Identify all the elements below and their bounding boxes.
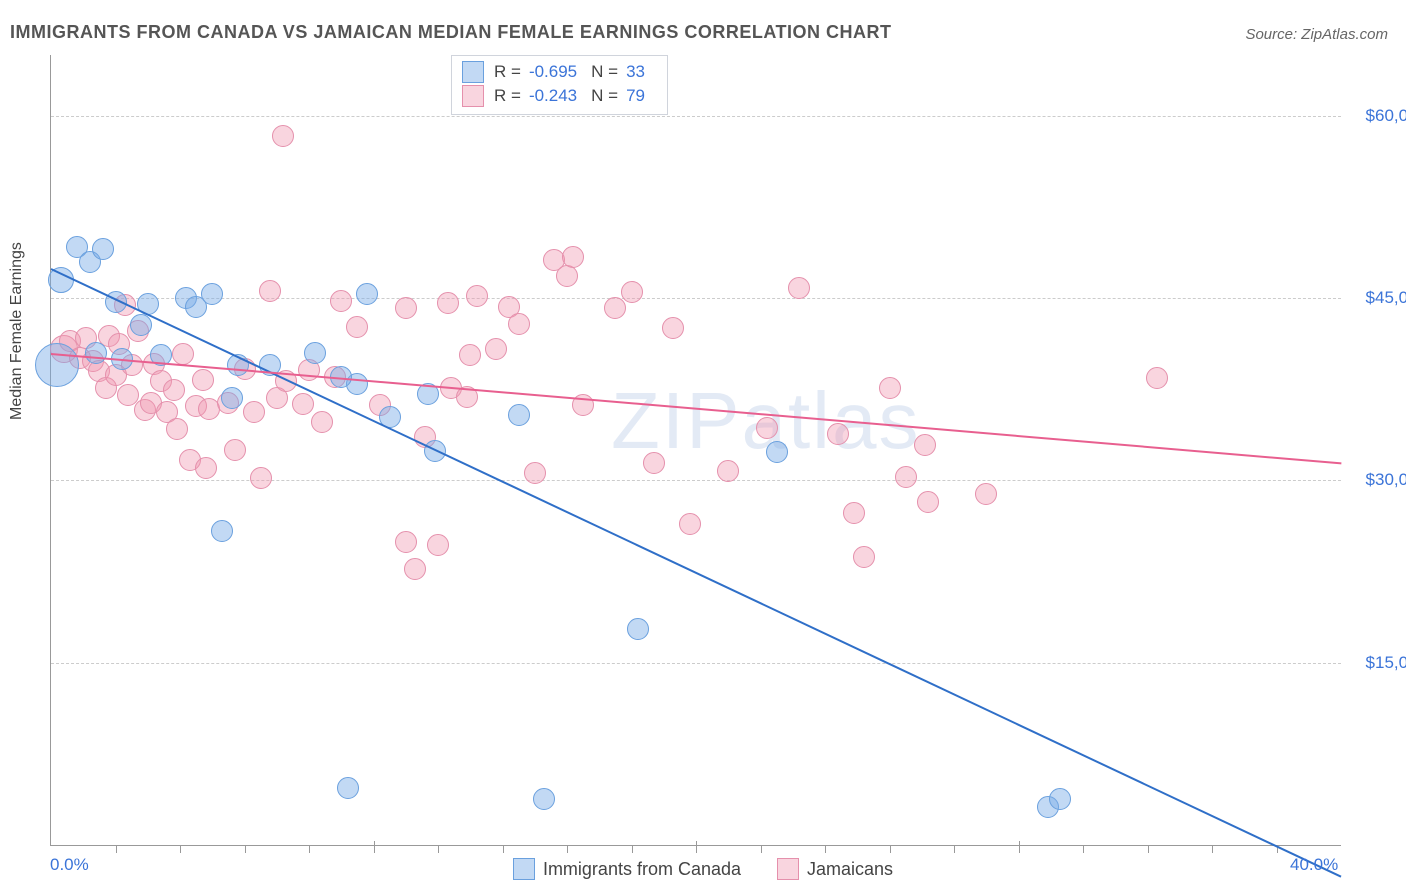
data-point [717,460,739,482]
data-point [243,401,265,423]
y-tick-label: $15,000 [1347,653,1406,673]
data-point [917,491,939,513]
x-tick-label: 0.0% [50,855,89,875]
data-point [85,342,107,364]
x-tick [1019,841,1020,853]
x-tick [503,845,504,853]
x-tick [632,845,633,853]
data-point [192,369,214,391]
data-point [311,411,333,433]
data-point [437,292,459,314]
data-point [556,265,578,287]
x-tick [180,845,181,853]
data-point [756,417,778,439]
data-point [679,513,701,535]
data-point [250,467,272,489]
data-point [130,314,152,336]
x-tick [825,845,826,853]
data-point [975,483,997,505]
x-tick [567,845,568,853]
data-point [508,313,530,335]
source-label: Source: ZipAtlas.com [1245,26,1388,43]
trend-line [51,268,1342,878]
data-point [843,502,865,524]
data-point [895,466,917,488]
plot-area: ZIPatlas R = -0.695 N = 33R = -0.243 N =… [50,55,1341,846]
y-tick-label: $60,000 [1347,106,1406,126]
grid-line [51,298,1341,299]
x-tick-label: 40.0% [1290,855,1338,875]
legend-item: Jamaicans [777,858,893,880]
y-axis-label: Median Female Earnings [8,242,26,420]
grid-line [51,480,1341,481]
data-point [621,281,643,303]
stat-row: R = -0.243 N = 79 [462,84,653,108]
data-point [404,558,426,580]
data-point [533,788,555,810]
data-point [224,439,246,461]
data-point [766,441,788,463]
y-tick-label: $45,000 [1347,288,1406,308]
data-point [259,280,281,302]
data-point [879,377,901,399]
legend: Immigrants from Canada Jamaicans [0,858,1406,892]
data-point [395,297,417,319]
x-tick [1148,845,1149,853]
y-tick-label: $30,000 [1347,470,1406,490]
x-tick [696,841,697,853]
x-tick [116,845,117,853]
data-point [395,531,417,553]
x-tick [438,845,439,853]
data-point [627,618,649,640]
x-tick [1083,845,1084,853]
chart-title: IMMIGRANTS FROM CANADA VS JAMAICAN MEDIA… [10,22,891,43]
data-point [35,343,79,387]
data-point [211,520,233,542]
x-tick [761,845,762,853]
data-point [201,283,223,305]
x-tick [954,845,955,853]
data-point [163,379,185,401]
data-point [485,338,507,360]
legend-item: Immigrants from Canada [513,858,741,880]
data-point [337,777,359,799]
data-point [459,344,481,366]
x-tick [374,841,375,853]
grid-line [51,663,1341,664]
grid-line [51,116,1341,117]
data-point [788,277,810,299]
x-tick [1212,845,1213,853]
data-point [356,283,378,305]
data-point [827,423,849,445]
data-point [466,285,488,307]
stat-row: R = -0.695 N = 33 [462,60,653,84]
data-point [643,452,665,474]
data-point [914,434,936,456]
x-tick [245,845,246,853]
data-point [346,316,368,338]
data-point [304,342,326,364]
stats-panel: R = -0.695 N = 33R = -0.243 N = 79 [451,55,668,115]
data-point [427,534,449,556]
data-point [662,317,684,339]
data-point [1049,788,1071,810]
data-point [562,246,584,268]
data-point [221,387,243,409]
data-point [92,238,114,260]
data-point [166,418,188,440]
x-tick [890,845,891,853]
data-point [292,393,314,415]
data-point [853,546,875,568]
data-point [330,290,352,312]
data-point [272,125,294,147]
data-point [195,457,217,479]
data-point [524,462,546,484]
data-point [1146,367,1168,389]
data-point [508,404,530,426]
data-point [172,343,194,365]
x-tick [309,845,310,853]
